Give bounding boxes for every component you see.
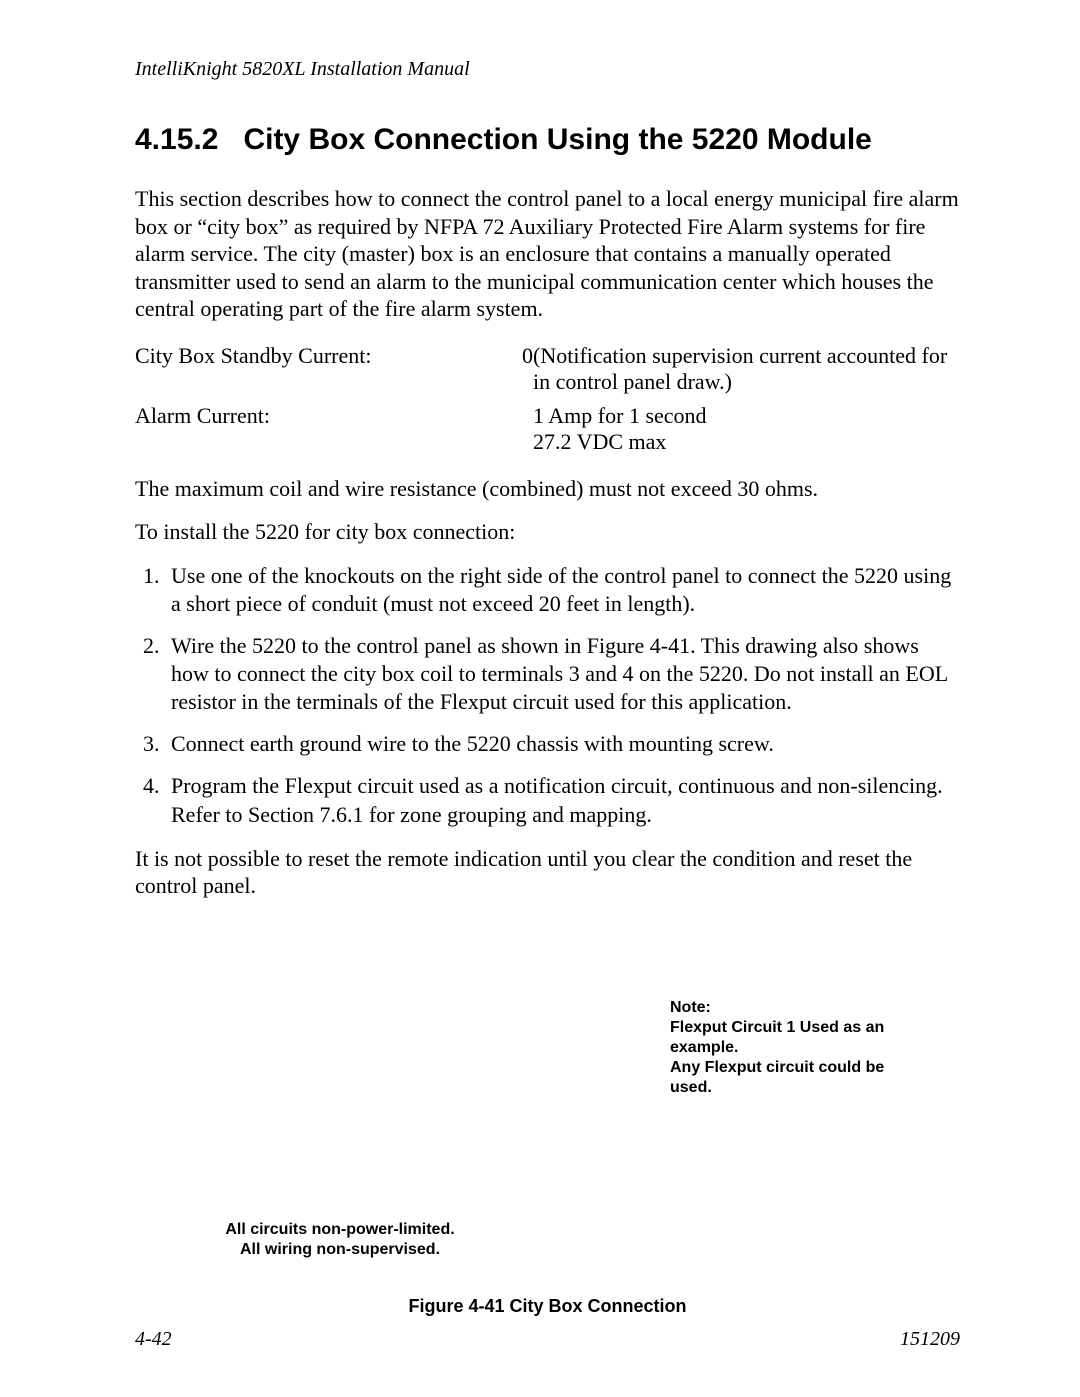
figure-area: Note: Flexput Circuit 1 Used as an examp… (135, 930, 960, 1290)
intro-paragraph: This section describes how to connect th… (135, 185, 960, 323)
spec-row-standby: City Box Standby Current: 0 (Notificatio… (135, 339, 960, 399)
install-steps: Use one of the knockouts on the right si… (135, 562, 960, 829)
standby-label: City Box Standby Current: (135, 339, 505, 399)
section-number: 4.15.2 (135, 123, 218, 156)
figure-note-line2: Any Flexput circuit could be used. (670, 1059, 884, 1096)
spec-table: City Box Standby Current: 0 (Notificatio… (135, 339, 960, 459)
page-footer: 4-42 151209 (135, 1328, 960, 1351)
standby-zero: 0 (505, 339, 533, 399)
install-lead: To install the 5220 for city box connect… (135, 518, 960, 546)
reset-note: It is not possible to reset the remote i… (135, 845, 960, 900)
spec-row-alarm: Alarm Current: 1 Amp for 1 second 27.2 V… (135, 399, 960, 459)
standby-value: (Notification supervision current accoun… (533, 339, 960, 399)
running-head: IntelliKnight 5820XL Installation Manual (135, 58, 960, 81)
circuits-line2: All wiring non-supervised. (240, 1241, 440, 1258)
figure-note: Note: Flexput Circuit 1 Used as an examp… (670, 998, 900, 1098)
resistance-paragraph: The maximum coil and wire resistance (co… (135, 475, 960, 503)
alarm-value-line1: 1 Amp for 1 second (533, 403, 707, 428)
step-2: Wire the 5220 to the control panel as sh… (165, 632, 960, 716)
alarm-label: Alarm Current: (135, 399, 505, 459)
figure-caption: Figure 4-41 City Box Connection (135, 1296, 960, 1317)
page: IntelliKnight 5820XL Installation Manual… (0, 0, 1080, 1397)
section-heading: 4.15.2 City Box Connection Using the 522… (135, 123, 960, 157)
alarm-value-line2: 27.2 VDC max (533, 429, 666, 454)
alarm-value: 1 Amp for 1 second 27.2 VDC max (533, 399, 960, 459)
step-4: Program the Flexput circuit used as a no… (165, 772, 960, 828)
circuits-note: All circuits non-power-limited. All wiri… (190, 1220, 490, 1260)
alarm-zero-blank (505, 399, 533, 459)
step-1: Use one of the knockouts on the right si… (165, 562, 960, 618)
footer-page-number: 4-42 (135, 1328, 172, 1351)
section-title: City Box Connection Using the 5220 Modul… (243, 123, 871, 156)
footer-doc-number: 151209 (900, 1328, 960, 1351)
figure-note-line1: Flexput Circuit 1 Used as an example. (670, 1019, 884, 1056)
circuits-line1: All circuits non-power-limited. (225, 1221, 454, 1238)
figure-note-title: Note: (670, 999, 711, 1016)
step-3: Connect earth ground wire to the 5220 ch… (165, 730, 960, 758)
